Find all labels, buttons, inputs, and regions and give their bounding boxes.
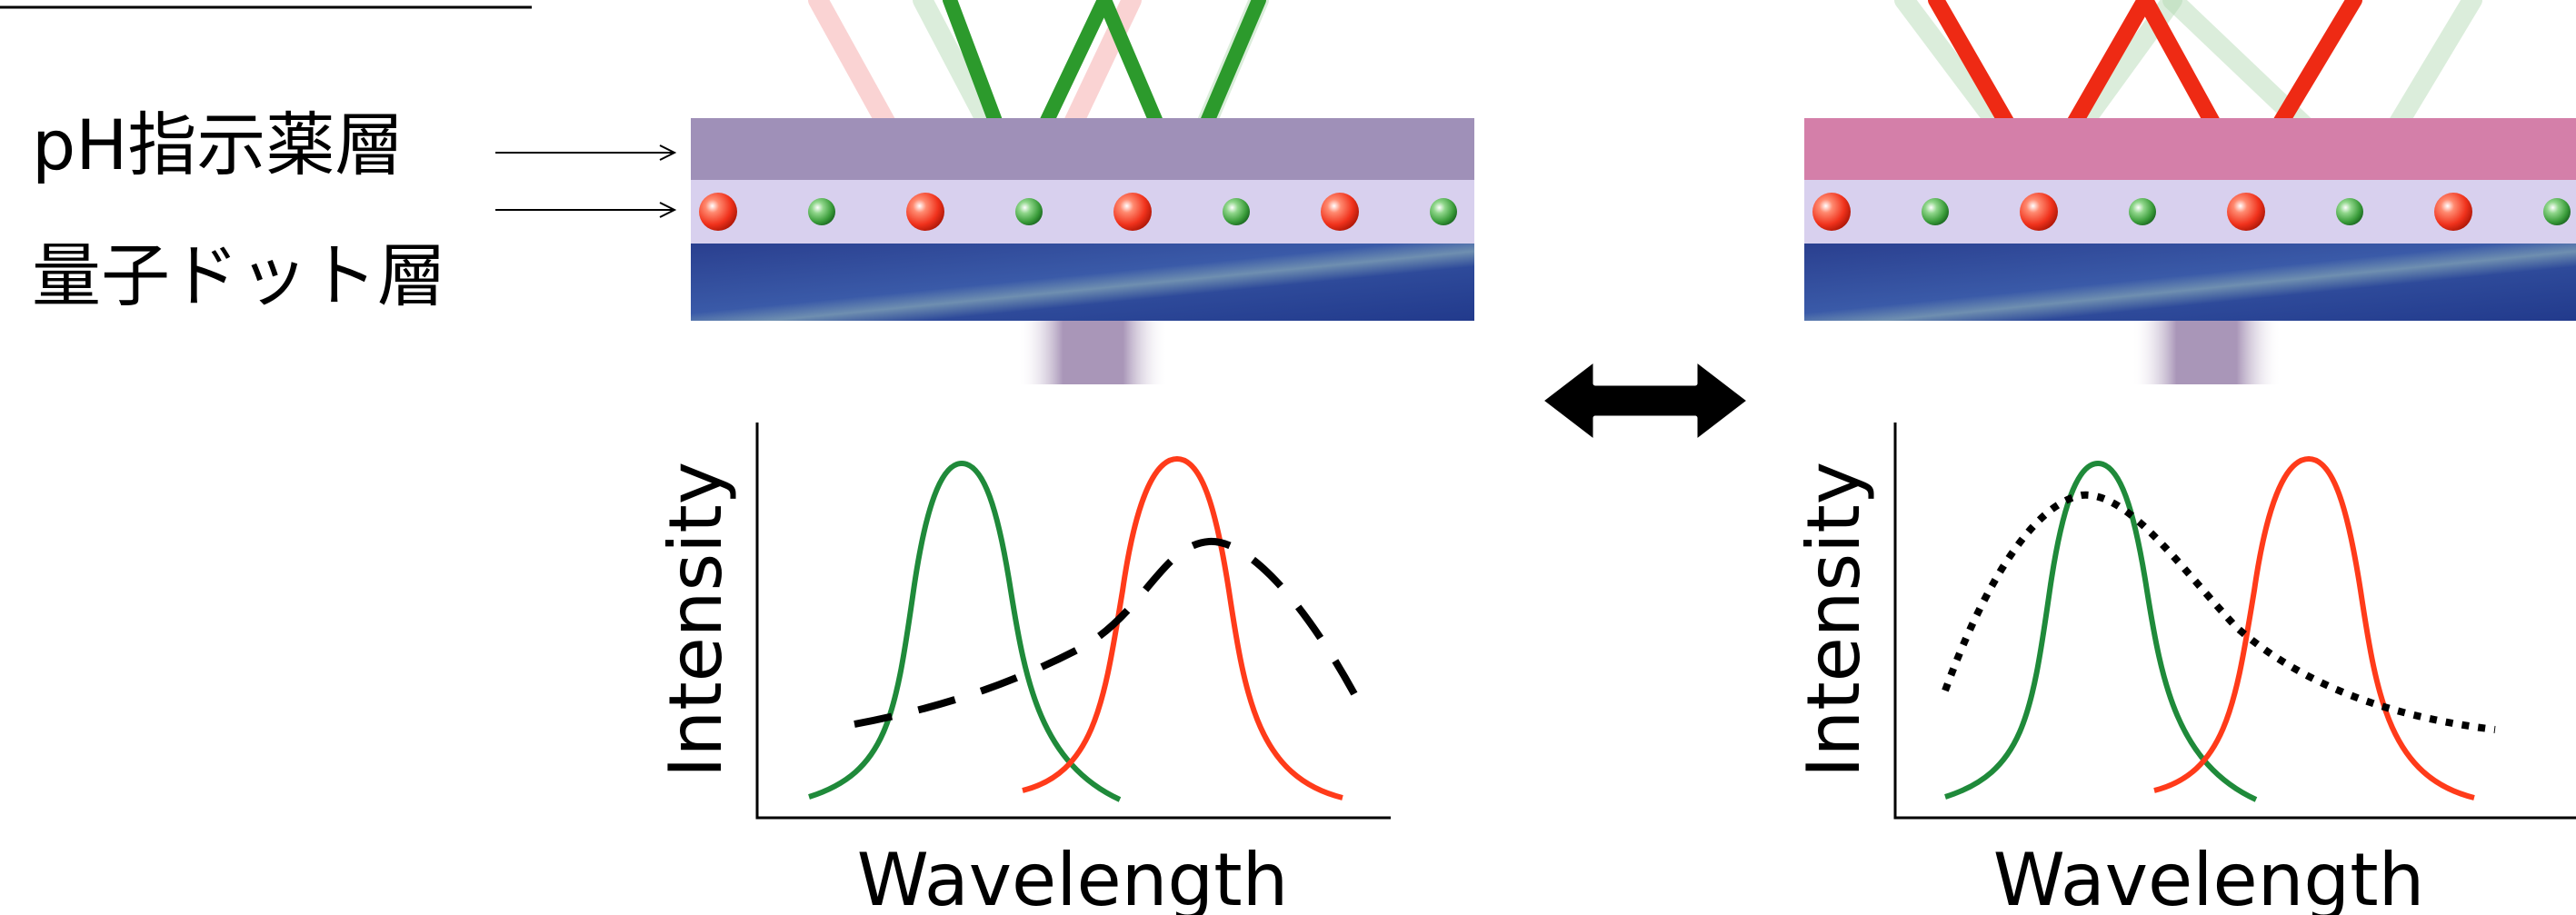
right-x-axis-label: Wavelength: [1993, 838, 2425, 915]
quantum-dot-layer-label: 量子ドット層: [32, 235, 446, 316]
left-y-axis-label: Intensity: [654, 462, 738, 778]
left-quantum-dots: [699, 193, 1457, 231]
left-absorption-curve: [854, 537, 1363, 728]
left-x-axis-label: Wavelength: [857, 838, 1289, 915]
double-headed-arrow-icon: [1538, 356, 1752, 445]
right-chart-axes: [1893, 423, 2576, 820]
left-red-emission-peak: [1022, 455, 1343, 801]
ph-indicator-layer-label: pH指示薬層: [32, 104, 404, 185]
left-panel-layers: [691, 0, 1474, 384]
right-absorption-curve: [1942, 491, 2496, 733]
left-chart-axes: [755, 423, 1391, 820]
right-panel-layers: [1804, 0, 2576, 384]
right-spectrum-chart: Intensity Wavelength: [1792, 423, 2576, 915]
left-green-emission-peak: [808, 460, 1122, 802]
right-y-axis-label: Intensity: [1792, 462, 1876, 778]
pointer-arrows: [495, 144, 677, 218]
right-quantum-dots: [1812, 193, 2571, 231]
right-red-emission-peak: [2153, 455, 2475, 801]
right-green-emission-peak: [1944, 460, 2258, 802]
left-spectrum-chart: Intensity Wavelength: [654, 423, 1391, 915]
